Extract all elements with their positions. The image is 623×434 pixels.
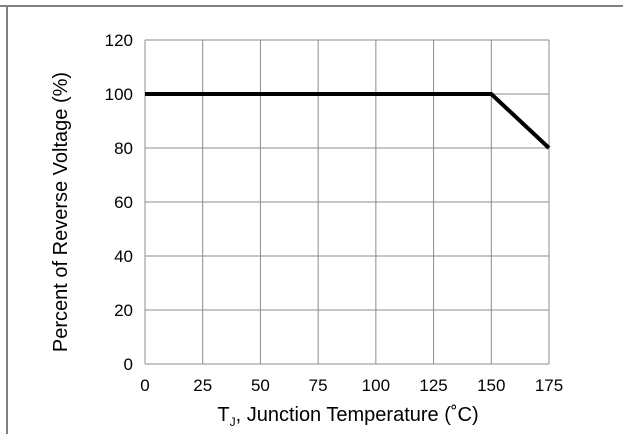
x-tick-label-150: 150 (477, 376, 505, 395)
y-tick-label-40: 40 (114, 247, 133, 266)
data-series (145, 92, 551, 150)
y-tick-label-120: 120 (105, 31, 133, 50)
grid-lines (144, 39, 550, 365)
x-tick-label-50: 50 (251, 376, 270, 395)
y-tick-label-20: 20 (114, 301, 133, 320)
y-axis-title: Percent of Reverse Voltage (%) (50, 72, 72, 352)
x-tick-label-175: 175 (535, 376, 563, 395)
y-tick-label-80: 80 (114, 139, 133, 158)
x-axis-title: TJ, Junction Temperature (˚C) (217, 404, 478, 429)
y-tick-label-0: 0 (124, 355, 133, 374)
x-tick-label-0: 0 (140, 376, 149, 395)
x-axis-title-variable: T (217, 404, 229, 426)
x-axis-title-text: , Junction Temperature (˚C) (236, 404, 479, 426)
y-tick-label-100: 100 (105, 85, 133, 104)
series-line-0 (145, 92, 551, 150)
x-tick-label-125: 125 (419, 376, 447, 395)
y-tick-label-60: 60 (114, 193, 133, 212)
x-axis-title-subscript: J (230, 415, 236, 429)
x-tick-label-25: 25 (193, 376, 212, 395)
x-tick-label-75: 75 (309, 376, 328, 395)
x-tick-label-100: 100 (362, 376, 390, 395)
y-axis-ticks: 0 20 40 60 80 100 120 (105, 31, 133, 374)
x-axis-ticks: 0 25 50 75 100 125 150 175 (140, 376, 563, 395)
